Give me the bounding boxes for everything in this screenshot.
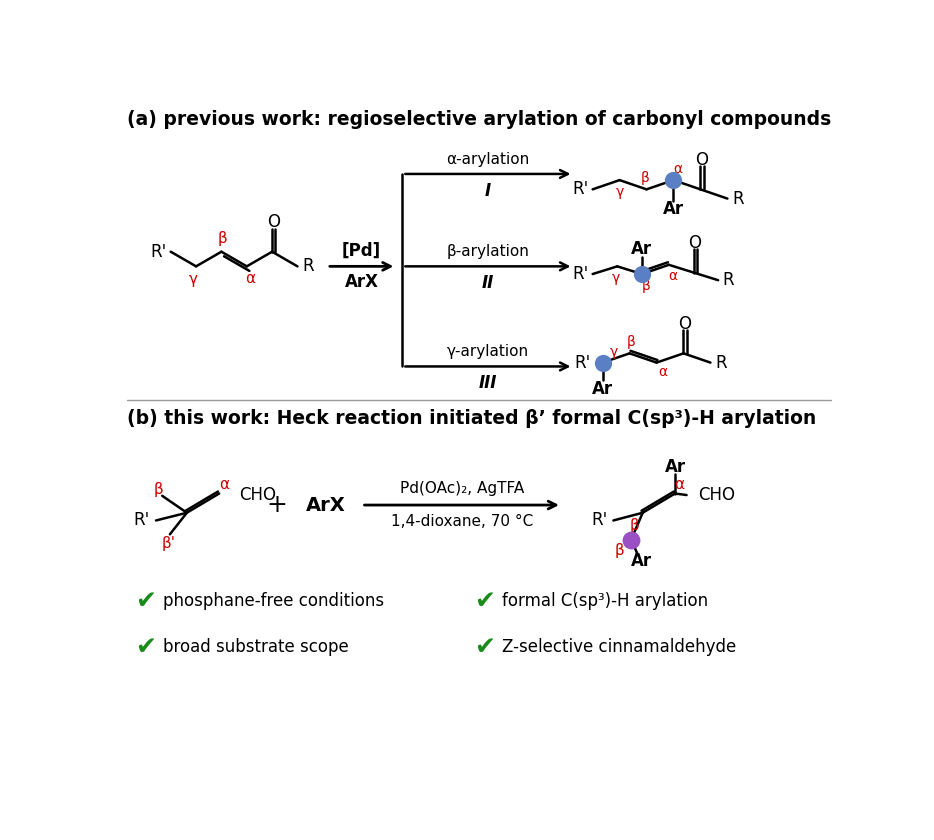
Text: broad substrate scope: broad substrate scope [163,638,348,657]
Text: I: I [485,182,491,200]
Text: Ar: Ar [592,380,614,398]
Text: phosphane-free conditions: phosphane-free conditions [163,592,384,611]
Text: R: R [302,257,314,276]
Text: O: O [267,213,280,232]
Text: γ: γ [612,270,620,285]
Text: ✔: ✔ [135,636,157,659]
Text: β: β [641,171,649,185]
Text: α-arylation: α-arylation [446,152,530,167]
Text: ArX: ArX [305,496,346,515]
Text: R': R' [574,354,591,371]
Text: R': R' [573,181,588,198]
Text: (b) this work: Heck reaction initiated β’ formal C(sp³)-H arylation: (b) this work: Heck reaction initiated β… [127,409,816,428]
Text: γ: γ [616,186,624,199]
Text: γ: γ [610,344,618,359]
Text: α: α [668,269,677,282]
Text: Z-selective cinnamaldehyde: Z-selective cinnamaldehyde [502,638,736,657]
Text: II: II [482,275,494,292]
Text: α: α [673,477,684,491]
Text: β: β [642,280,650,293]
Point [634,267,649,281]
Text: β: β [630,517,640,533]
Text: R: R [723,271,734,289]
Text: +: + [266,493,288,517]
Text: CHO: CHO [698,486,735,504]
Text: O: O [688,234,701,252]
Text: R': R' [573,265,588,283]
Text: formal C(sp³)-H arylation: formal C(sp³)-H arylation [502,592,708,611]
Text: β: β [153,482,163,497]
Point [595,356,610,370]
Text: Ar: Ar [664,458,686,475]
Text: ✔: ✔ [474,636,495,659]
Text: Ar: Ar [663,200,684,218]
Text: R': R' [591,512,607,529]
Text: α: α [658,365,667,379]
Text: O: O [696,151,709,169]
Text: CHO: CHO [239,486,276,504]
Text: Ar: Ar [631,240,653,259]
Text: β': β' [615,543,629,558]
Text: α: α [219,477,229,491]
Point [666,173,681,186]
Text: O: O [678,315,691,333]
Text: (a) previous work: regioselective arylation of carbonyl compounds: (a) previous work: regioselective arylat… [127,110,831,129]
Text: R: R [732,190,743,207]
Text: β: β [219,231,228,246]
Text: Pd(OAc)₂, AgTFA: Pd(OAc)₂, AgTFA [400,480,524,496]
Text: [Pd]: [Pd] [342,242,381,260]
Text: III: III [479,375,497,392]
Text: α: α [672,161,682,176]
Text: ✔: ✔ [135,590,157,613]
Text: β: β [627,335,635,349]
Point [624,533,639,546]
Text: β-arylation: β-arylation [446,244,530,260]
Text: ArX: ArX [345,273,378,291]
Text: 1,4-dioxane, 70 °C: 1,4-dioxane, 70 °C [390,514,533,529]
Text: R': R' [134,512,149,529]
Text: α: α [246,271,256,286]
Text: R': R' [150,243,167,260]
Text: Ar: Ar [631,552,653,570]
Text: β': β' [162,536,176,551]
Text: γ: γ [189,272,197,287]
Text: γ-arylation: γ-arylation [446,344,529,360]
Text: ✔: ✔ [474,590,495,613]
Text: R: R [715,354,727,371]
